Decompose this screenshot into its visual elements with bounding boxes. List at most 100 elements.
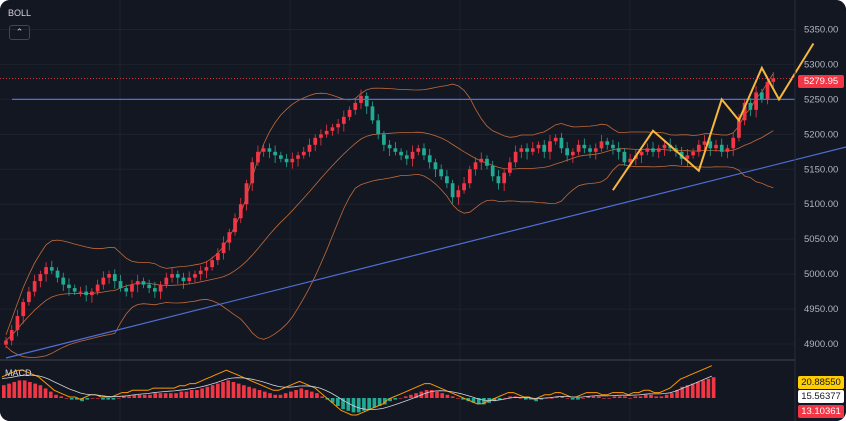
candle-body	[44, 267, 48, 275]
boll-indicator-label[interactable]: BOLL	[8, 8, 32, 18]
candle-body	[393, 148, 398, 152]
candle-body	[599, 141, 604, 149]
candle-body	[771, 78, 776, 82]
lower-band	[5, 164, 774, 358]
candle-body	[467, 169, 472, 184]
histogram-bar	[612, 396, 617, 398]
histogram-bar	[356, 398, 361, 413]
macd-indicator-label[interactable]: MACD	[5, 368, 32, 378]
histogram-bar	[137, 394, 142, 398]
histogram-bar	[367, 398, 371, 410]
histogram-bar	[75, 398, 79, 400]
candle-body	[708, 141, 713, 149]
histogram-bar	[643, 394, 648, 398]
histogram-bar	[242, 385, 246, 398]
candle-body	[445, 176, 449, 184]
drawing-layer[interactable]	[0, 42, 846, 359]
histogram-bar	[456, 398, 460, 399]
histogram-bar	[33, 383, 37, 398]
candle-body	[198, 270, 203, 275]
candle-body	[427, 155, 432, 163]
histogram-bar	[163, 393, 168, 398]
histogram-bar	[711, 377, 716, 398]
candle-body	[296, 155, 300, 159]
candle-body	[559, 137, 564, 149]
candle-body	[565, 148, 570, 156]
histogram-bar	[706, 378, 711, 398]
candle-body	[433, 162, 438, 170]
collapse-button[interactable]: ⌃	[9, 25, 30, 40]
price-tick-label: 5200.00	[804, 129, 838, 140]
candle-body	[519, 148, 524, 152]
candle-body	[221, 242, 226, 254]
candle-body	[479, 158, 484, 163]
histogram-bar	[649, 394, 653, 398]
price-tick-label: 4950.00	[804, 304, 838, 315]
histogram-bar	[638, 396, 643, 398]
candle-body	[78, 291, 83, 293]
histogram-bar	[54, 394, 58, 398]
candle-body	[227, 232, 232, 243]
candle-body	[754, 92, 758, 110]
histogram-bar	[398, 398, 403, 399]
candle-body	[101, 277, 106, 285]
candle-body	[72, 288, 77, 292]
candle-body	[593, 148, 598, 152]
histogram-bar	[596, 396, 601, 398]
candle-body	[656, 148, 661, 152]
histogram-bar	[22, 380, 27, 398]
price-axis[interactable]: 5350.00 5300.00 5250.00 5200.00 5150.00 5100.…	[794, 0, 838, 421]
histogram-bar	[231, 382, 236, 398]
price-tick-label: 4900.00	[804, 339, 838, 350]
histogram-bar	[273, 394, 278, 398]
candle-body	[301, 151, 306, 156]
candle-body	[261, 148, 266, 152]
candle-body	[370, 106, 375, 121]
histogram-bar	[148, 394, 152, 398]
last-price-tag: 5279.95	[798, 75, 844, 88]
histogram-bar	[189, 390, 194, 398]
candle-body	[153, 288, 157, 292]
histogram-bar	[388, 398, 392, 402]
candle-body	[84, 291, 89, 296]
candle-body	[278, 155, 283, 159]
upper-band	[5, 73, 774, 336]
candle-body	[496, 176, 501, 184]
candle-body	[175, 274, 180, 278]
histogram-bar	[48, 391, 53, 398]
candle-body	[582, 144, 587, 149]
histogram-bar	[518, 398, 523, 399]
candle-body	[187, 277, 192, 282]
histogram-bar	[262, 391, 267, 398]
histogram-bar	[210, 385, 215, 398]
histogram-bar	[309, 391, 314, 398]
histogram-bar	[43, 388, 48, 398]
histogram-bar	[184, 391, 189, 398]
candle-body	[404, 155, 409, 159]
macd-value-tag: 20.88550	[798, 376, 844, 389]
histogram-bar	[586, 396, 591, 398]
histogram-bar	[570, 398, 575, 400]
candle-body	[273, 151, 277, 156]
candle-body	[748, 102, 753, 110]
histogram-bar	[85, 398, 90, 400]
histogram-bar	[414, 393, 418, 398]
candle-body	[685, 155, 690, 159]
histogram-bar	[226, 380, 231, 398]
candle-body	[90, 291, 94, 296]
histogram-bar	[346, 398, 351, 411]
candle-body	[502, 172, 507, 184]
histogram-bar	[158, 393, 163, 398]
histogram-bar	[336, 398, 340, 406]
histogram-bar	[95, 398, 100, 399]
histogram-bar	[560, 396, 565, 398]
candle-body	[141, 281, 146, 285]
histogram-bar	[362, 398, 366, 411]
candle-body	[9, 330, 14, 341]
candle-body	[267, 148, 272, 152]
histogram-bar	[341, 398, 345, 410]
histogram-bar	[445, 394, 450, 398]
